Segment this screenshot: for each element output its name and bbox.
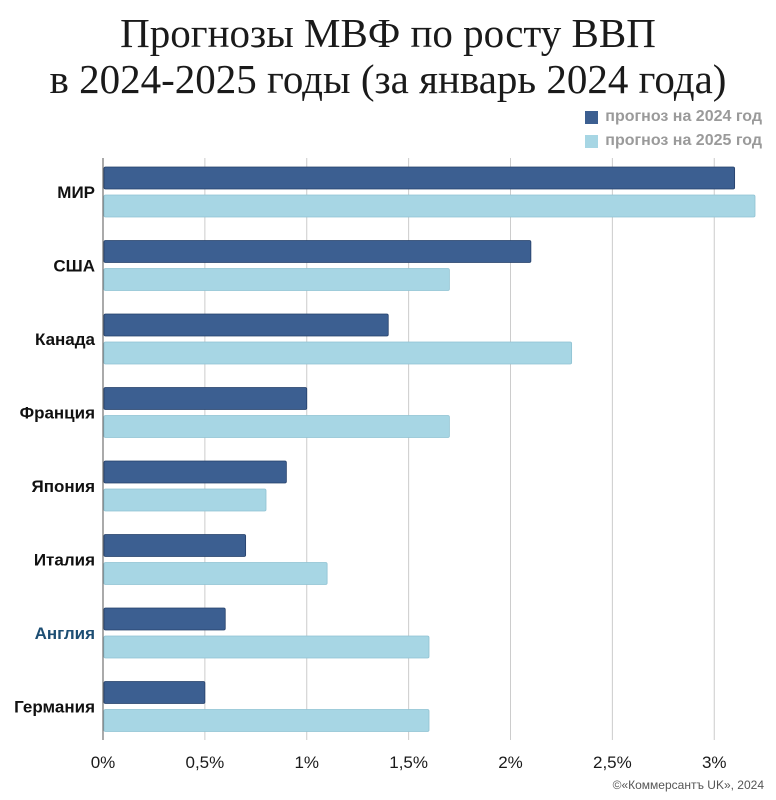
chart-title-line-1: Прогнозы МВФ по росту ВВП xyxy=(120,10,656,56)
bar-2024 xyxy=(103,534,247,557)
bar-2025 xyxy=(103,268,450,291)
category-label: Япония xyxy=(31,477,95,496)
bar-2024 xyxy=(103,240,532,263)
x-tick-label: 1% xyxy=(294,753,319,772)
bar-2025 xyxy=(103,415,450,438)
category-label: Германия xyxy=(14,698,95,717)
category-label: Канада xyxy=(35,330,96,349)
bar-2024 xyxy=(103,387,308,410)
category-label: Италия xyxy=(34,551,95,570)
bar-2024 xyxy=(103,681,206,704)
x-tick-label: 3% xyxy=(702,753,727,772)
bar-2025 xyxy=(103,488,267,512)
x-tick-label: 1,5% xyxy=(389,753,428,772)
legend: прогноз на 2024 год прогноз на 2025 год xyxy=(585,106,762,154)
bar-2025 xyxy=(103,341,573,365)
category-label: Франция xyxy=(20,404,95,423)
x-tick-label: 0,5% xyxy=(186,753,225,772)
chart-title-line-2: в 2024-2025 годы (за январь 2024 года) xyxy=(49,56,727,102)
bar-2025 xyxy=(103,635,430,659)
legend-swatch-2025 xyxy=(585,134,599,148)
x-tick-label: 2% xyxy=(498,753,523,772)
bar-2024 xyxy=(103,166,736,190)
legend-item-2024: прогноз на 2024 год xyxy=(585,106,762,128)
legend-label-2024: прогноз на 2024 год xyxy=(605,108,762,125)
x-tick-label: 0% xyxy=(91,753,116,772)
category-label: США xyxy=(53,257,95,276)
category-label: МИР xyxy=(57,183,95,202)
bar-2025 xyxy=(103,709,430,732)
legend-swatch-2024 xyxy=(585,110,599,124)
legend-label-2025: прогноз на 2025 год xyxy=(605,132,762,149)
bar-2024 xyxy=(103,313,389,337)
category-label: Англия xyxy=(35,624,95,643)
bar-2024 xyxy=(103,460,287,484)
credit-text: ©«Коммерсантъ UK», 2024 xyxy=(612,778,764,792)
bar-2025 xyxy=(103,562,328,585)
x-tick-label: 2,5% xyxy=(593,753,632,772)
bar-2025 xyxy=(103,194,756,218)
chart-title: Прогнозы МВФ по росту ВВП в 2024-2025 го… xyxy=(0,10,776,102)
legend-item-2025: прогноз на 2025 год xyxy=(585,130,762,152)
bar-2024 xyxy=(103,607,226,631)
